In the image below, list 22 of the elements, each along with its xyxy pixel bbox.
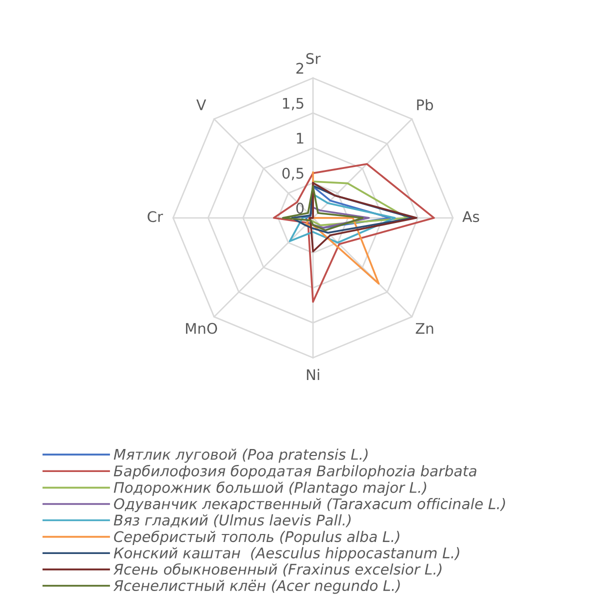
legend-label: Вяз гладкий (Ulmus laevis Pall.): [114, 514, 351, 528]
legend-label: Подорожник большой (Plantago major L.): [114, 481, 426, 496]
spoke-label: Cr: [148, 211, 164, 222]
legend-label: Серебристый тополь (Populus alba L.): [114, 530, 400, 545]
spoke-label: Sr: [306, 53, 321, 64]
spoke-label: MnO: [186, 322, 218, 334]
y-tick-label: 0: [296, 202, 304, 214]
legend-label: Одуванчик лекарственный (Taraxacum officinale L.): [114, 498, 506, 512]
legend-label: Мятлик луговой (Poa pratensis L.): [114, 448, 368, 463]
legend-label: Ясенелистный клён (Acer negundo L.): [113, 580, 400, 594]
y-tick-label: 1: [296, 132, 304, 144]
spoke-label: Pb: [417, 99, 433, 110]
spoke-label: Zn: [416, 323, 434, 334]
y-tick-label: 0,5: [282, 168, 304, 180]
spoke-label: V: [196, 100, 206, 110]
legend-label: Конский каштан (Aesculus hippocastanum L.): [114, 547, 460, 562]
legend-label: Барбилофозия бородатая Barbilophozia barbata: [114, 464, 476, 480]
spoke-label: Ni: [306, 368, 320, 380]
y-tick-label: 2: [296, 62, 304, 74]
y-tick-label: 1,5: [283, 98, 304, 110]
legend-label: Ясень обыкновенный (Fraxinus excelsior L.): [113, 563, 442, 576]
spoke-label: As: [462, 211, 480, 222]
